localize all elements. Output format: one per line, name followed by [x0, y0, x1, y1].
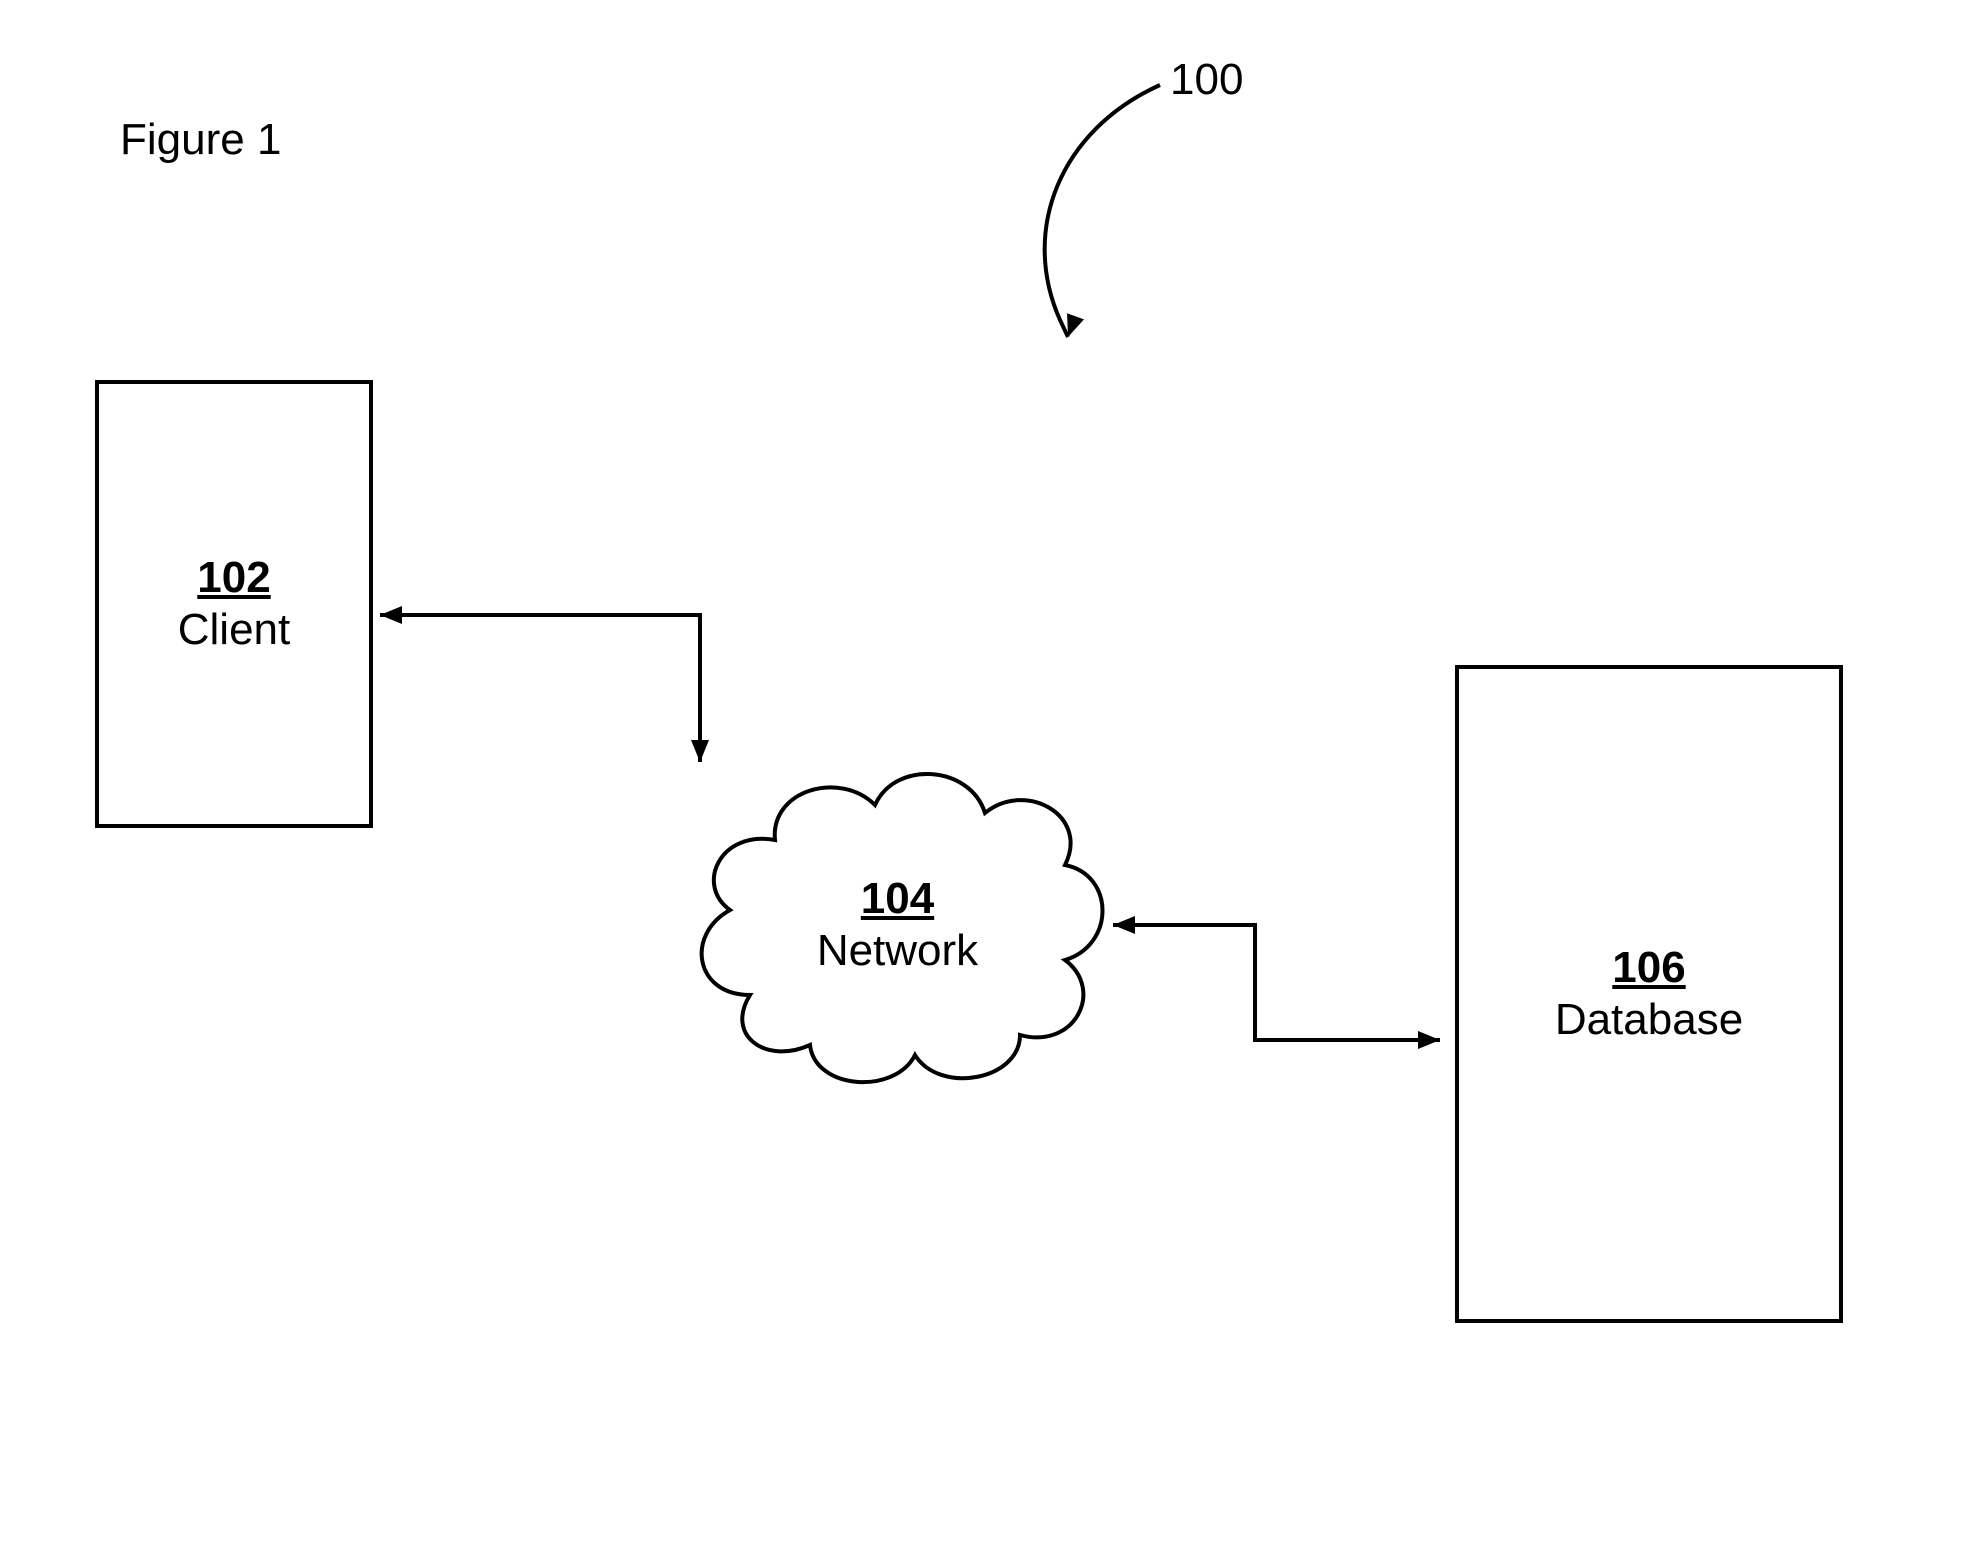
diagram-canvas: Figure 1 100 102 Client 104 Network 106 … — [0, 0, 1968, 1567]
node-database: 106 Database — [1455, 665, 1843, 1323]
node-client-label: Client — [178, 606, 291, 654]
figure-title: Figure 1 — [120, 115, 281, 165]
node-database-number: 106 — [1612, 944, 1685, 992]
node-client: 102 Client — [95, 380, 373, 828]
node-client-number: 102 — [197, 554, 270, 602]
node-database-label: Database — [1555, 996, 1743, 1044]
reference-label: 100 — [1170, 55, 1243, 105]
node-network: 104 Network — [680, 735, 1115, 1115]
